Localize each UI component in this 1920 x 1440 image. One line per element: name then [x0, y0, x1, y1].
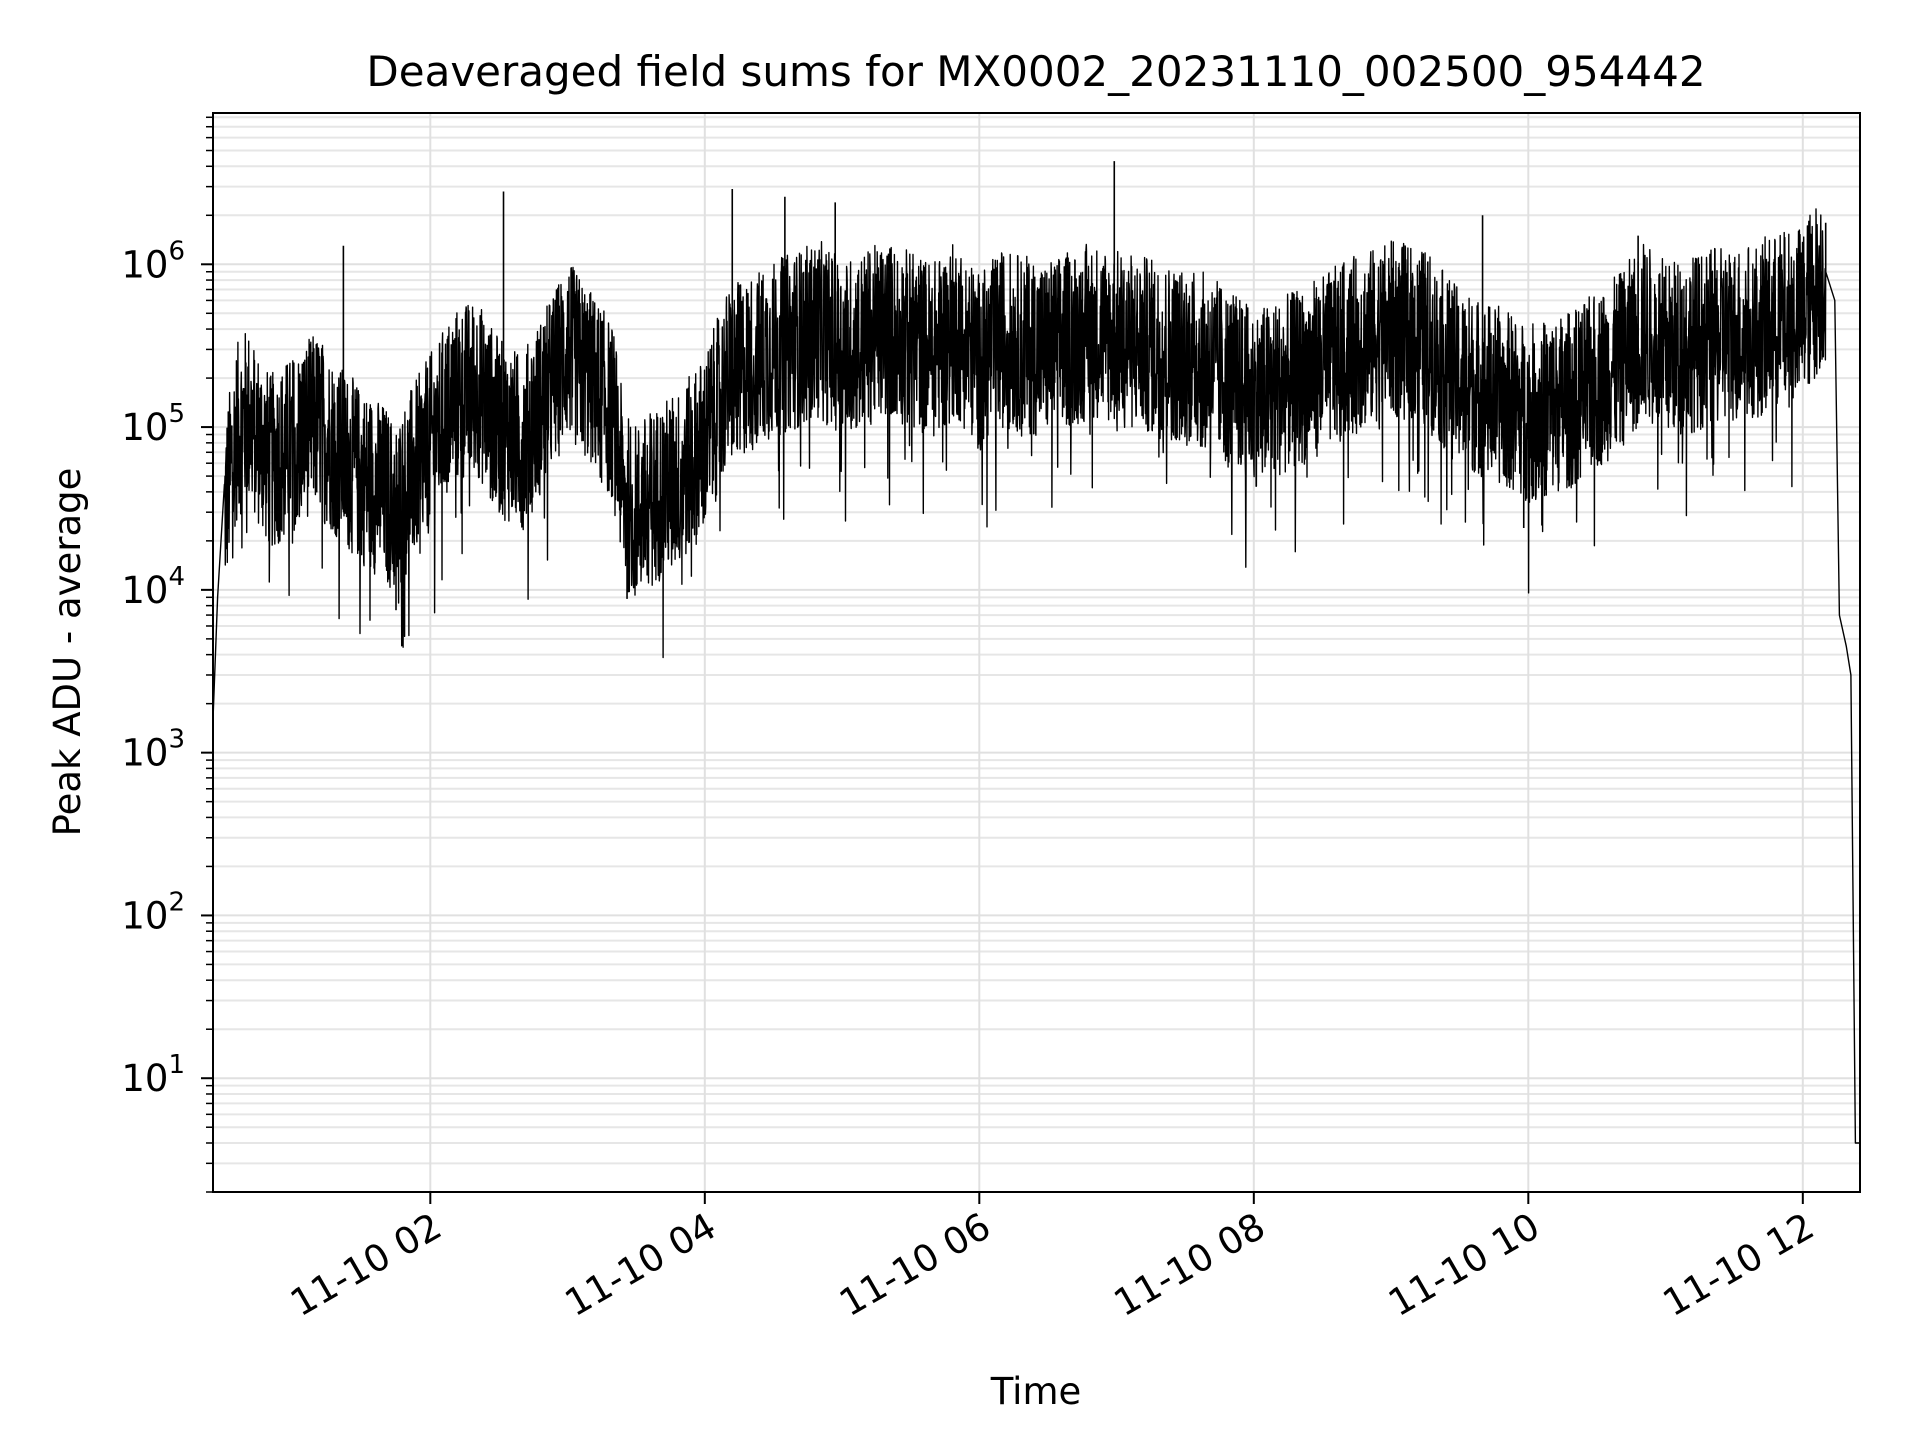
y-tick-label: 102 [121, 887, 185, 937]
y-tick-label: 106 [121, 236, 185, 286]
series-group [213, 161, 1860, 1144]
y-tick-label: 101 [121, 1050, 185, 1100]
series-line [213, 208, 1860, 1144]
x-axis-label: Time [990, 1370, 1082, 1413]
plot-frame [212, 112, 1861, 1193]
y-tick-label: 105 [121, 399, 185, 449]
y-axis-label: Peak ADU - average [46, 468, 89, 837]
plot-area [213, 161, 1860, 1144]
y-tick-label: 104 [121, 562, 185, 612]
chart-title: Deaveraged field sums for MX0002_2023111… [366, 47, 1705, 96]
y-ticks: 101 102 103 104 105 106 [121, 116, 213, 1193]
grid [213, 113, 1860, 1193]
y-tick-label: 103 [121, 725, 185, 775]
